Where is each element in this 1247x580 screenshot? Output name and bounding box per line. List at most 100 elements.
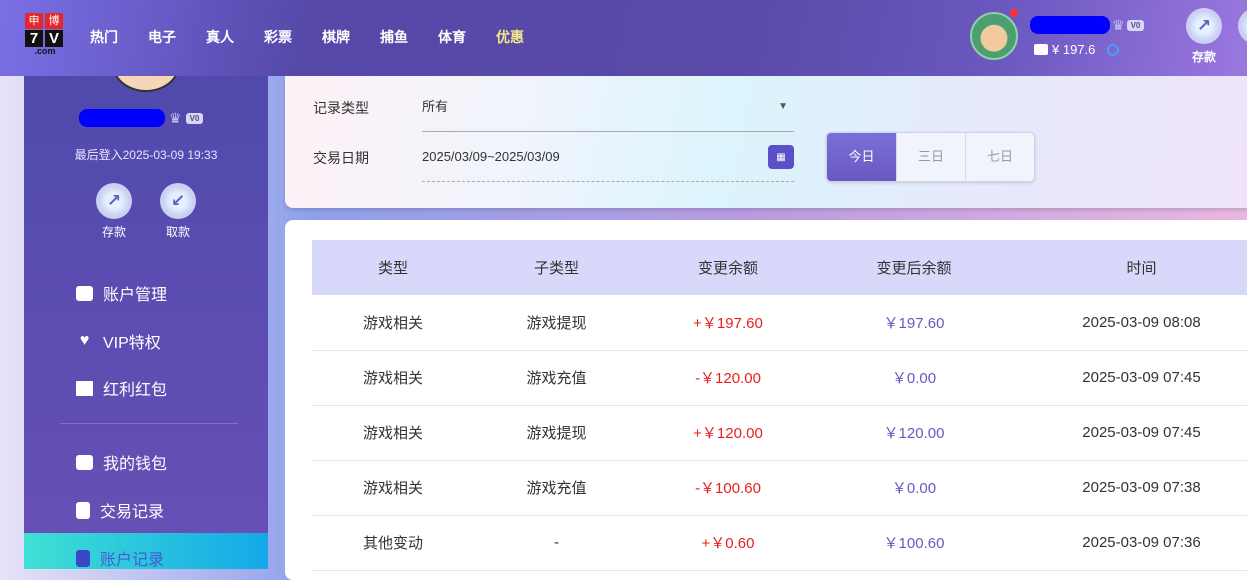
record-type-select[interactable]: 所有 ▼ — [422, 90, 794, 132]
crown-icon: ♛ — [169, 109, 182, 126]
envelope-icon — [76, 380, 93, 396]
date-range-input[interactable]: 2025/03/09~2025/03/09 ▦ — [422, 140, 794, 182]
nav-live[interactable]: 真人 — [206, 29, 234, 45]
notification-dot — [1010, 9, 1018, 17]
table-row: 游戏相关 游戏充值 -￥120.00 ￥0.00 2025-03-09 07:45 — [312, 350, 1247, 406]
last-login: 最后登入2025-03-09 19:33 — [74, 148, 218, 162]
main-nav: 热门 电子 真人 彩票 棋牌 捕鱼 体育 优惠 — [90, 27, 524, 47]
records-card: 类型 子类型 变更余额 变更后余额 时间 游戏相关 游戏提现 +￥197.60 ￥197.60… — [285, 220, 1247, 580]
column-header: 时间 — [1011, 240, 1247, 295]
filter-panel: 记录类型 所有 ▼ 交易日期 2025/03/09~2025/03/09 ▦ 今… — [285, 76, 1247, 208]
subtype-cell: 游戏充值 — [474, 460, 639, 516]
column-header: 类型 — [312, 240, 474, 295]
menu-label: 交易记录 — [100, 504, 165, 521]
menu-label: 账户管理 — [103, 287, 168, 304]
change-amount-cell: +￥0.60 — [639, 515, 817, 571]
nav-electronic[interactable]: 电子 — [148, 29, 176, 45]
nav-lottery[interactable]: 彩票 — [264, 29, 292, 45]
change-amount-cell: -￥120.00 — [639, 350, 817, 406]
menu-account-management[interactable]: 账户管理 — [76, 281, 167, 305]
change-amount-cell: +￥120.00 — [639, 405, 817, 461]
range-3days[interactable]: 三日 — [896, 133, 965, 181]
deposit-button[interactable]: ↗ 存款 — [96, 183, 132, 240]
menu-vip[interactable]: ♥ VIP特权 — [76, 329, 161, 353]
nav-sports[interactable]: 体育 — [438, 29, 466, 45]
deposit-icon: ↗ — [1186, 8, 1222, 44]
redacted-username — [1030, 16, 1110, 34]
deposit-label: 存款 — [1191, 50, 1216, 64]
subtype-cell: - — [474, 515, 639, 571]
refresh-icon[interactable] — [1107, 43, 1120, 56]
document-icon — [76, 501, 90, 519]
range-7days[interactable]: 七日 — [965, 133, 1034, 181]
type-cell: 游戏相关 — [312, 460, 474, 516]
nav-promotions[interactable]: 优惠 — [496, 29, 524, 45]
date-label: 交易日期 — [313, 150, 369, 166]
balance-after-cell: ￥120.00 — [817, 405, 1011, 461]
time-cell: 2025-03-09 07:38 — [1011, 460, 1247, 516]
balance: ¥ 197.6 — [1034, 42, 1120, 57]
record-type-label: 记录类型 — [313, 100, 369, 116]
redacted-username — [79, 109, 165, 127]
range-today[interactable]: 今日 — [827, 133, 896, 181]
table-row: 游戏相关 游戏提现 +￥197.60 ￥197.60 2025-03-09 08:08 — [312, 295, 1247, 351]
range-selector: 今日 三日 七日 — [826, 132, 1035, 182]
withdraw-label: 取款 — [165, 225, 190, 239]
records-table: 类型 子类型 变更余额 变更后余额 时间 游戏相关 游戏提现 +￥197.60 ￥197.60… — [312, 240, 1247, 571]
type-cell: 其他变动 — [312, 515, 474, 571]
menu-label: VIP特权 — [103, 335, 161, 352]
menu-wallet[interactable]: 我的钱包 — [76, 450, 167, 474]
menu-label: 红利红包 — [103, 382, 168, 399]
column-header: 变更余额 — [639, 240, 817, 295]
table-header: 类型 子类型 变更余额 变更后余额 时间 — [312, 240, 1247, 295]
change-amount-cell: +￥197.60 — [639, 295, 817, 351]
time-cell: 2025-03-09 07:45 — [1011, 405, 1247, 461]
table-row: 其他变动 - +￥0.60 ￥100.60 2025-03-09 07:36 — [312, 515, 1247, 571]
subtype-cell: 游戏提现 — [474, 295, 639, 351]
sidebar-avatar — [112, 76, 180, 92]
withdraw-button[interactable]: ↙ 取款 — [160, 183, 196, 240]
document-icon — [76, 549, 90, 567]
divider — [60, 423, 238, 424]
time-cell: 2025-03-09 08:08 — [1011, 295, 1247, 351]
nav-fishing[interactable]: 捕鱼 — [380, 29, 408, 45]
time-cell: 2025-03-09 07:45 — [1011, 350, 1247, 406]
vip-badge: V0 — [185, 112, 204, 124]
type-cell: 游戏相关 — [312, 405, 474, 461]
menu-bonus[interactable]: 红利红包 — [76, 376, 167, 400]
deposit-icon: ↗ — [96, 183, 132, 219]
menu-label: 账户记录 — [100, 552, 165, 569]
column-header: 变更后余额 — [817, 240, 1011, 295]
type-cell: 游戏相关 — [312, 295, 474, 351]
menu-label: 我的钱包 — [103, 456, 168, 473]
logo-domain: .com — [34, 46, 56, 56]
card-icon — [76, 285, 93, 301]
logo-char: 7 — [25, 30, 43, 47]
menu-account-records[interactable]: 账户记录 — [76, 546, 164, 569]
header-withdraw-button[interactable] — [1238, 8, 1247, 48]
column-header: 子类型 — [474, 240, 639, 295]
nav-hot[interactable]: 热门 — [90, 29, 118, 45]
record-type-value: 所有 — [422, 99, 449, 114]
vip-badge: V0 — [1126, 19, 1145, 31]
calendar-icon[interactable]: ▦ — [768, 145, 794, 169]
table-row: 游戏相关 游戏充值 -￥100.60 ￥0.00 2025-03-09 07:38 — [312, 460, 1247, 516]
time-cell: 2025-03-09 07:36 — [1011, 515, 1247, 571]
crown-icon: ♛ — [1112, 16, 1125, 33]
table-row: 游戏相关 游戏提现 +￥120.00 ￥120.00 2025-03-09 07:45 — [312, 405, 1247, 461]
subtype-cell: 游戏充值 — [474, 350, 639, 406]
change-amount-cell: -￥100.60 — [639, 460, 817, 516]
wallet-icon — [1034, 44, 1048, 55]
balance-after-cell: ￥0.00 — [817, 460, 1011, 516]
menu-transactions[interactable]: 交易记录 — [76, 498, 164, 522]
diamond-icon: ♥ — [79, 332, 90, 349]
active-menu-highlight — [24, 533, 268, 569]
user-avatar[interactable] — [970, 12, 1018, 60]
withdraw-icon: ↙ — [160, 183, 196, 219]
sidebar: ♛ V0 最后登入2025-03-09 19:33 ↗ 存款 ↙ 取款 账户管理 ♥ V… — [24, 76, 268, 569]
header-deposit-button[interactable]: ↗ 存款 — [1186, 8, 1222, 65]
nav-chess[interactable]: 棋牌 — [322, 29, 350, 45]
withdraw-icon — [1238, 8, 1247, 44]
